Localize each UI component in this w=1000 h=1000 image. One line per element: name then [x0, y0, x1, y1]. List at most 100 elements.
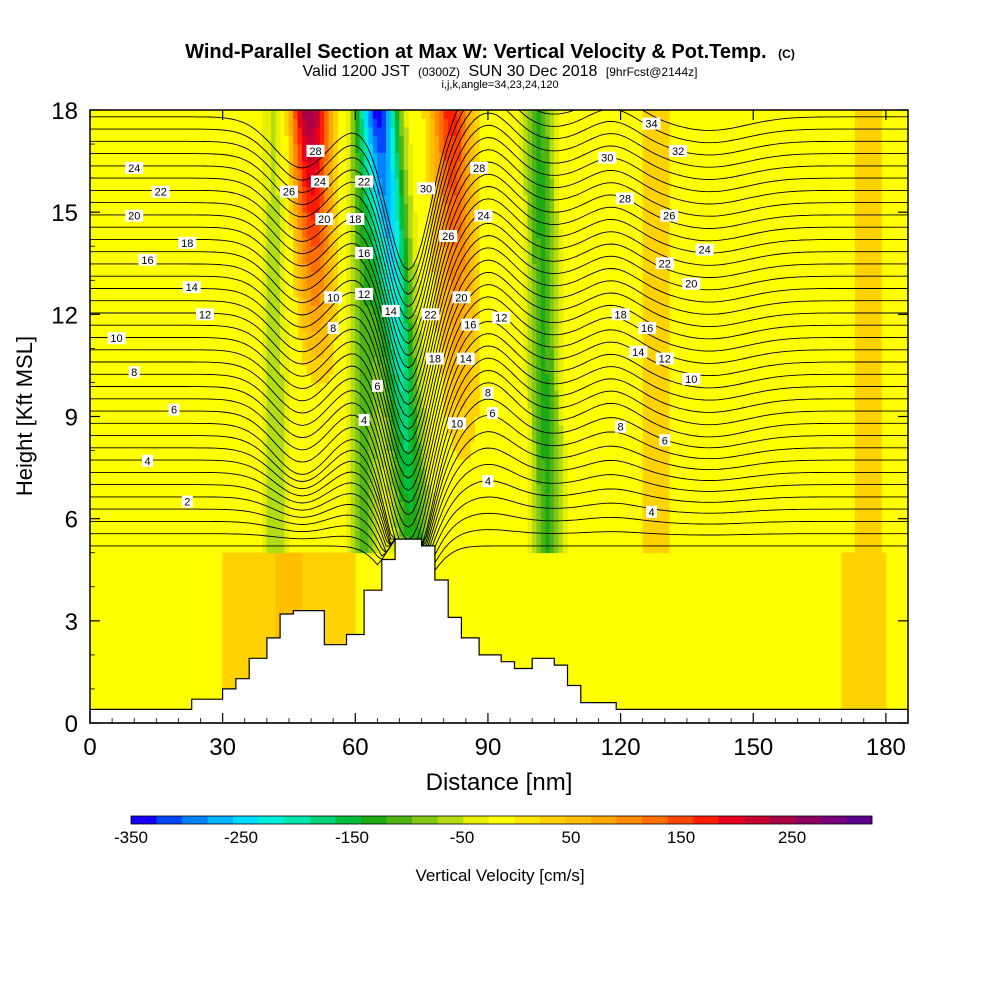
field-cell	[854, 356, 860, 366]
field-cell	[377, 143, 383, 153]
field-cell	[408, 228, 414, 239]
field-cell	[854, 228, 860, 239]
field-cell	[284, 518, 290, 528]
field-cell	[363, 544, 369, 554]
field-cell	[434, 203, 440, 213]
field-cell	[403, 407, 409, 417]
field-cell	[394, 373, 400, 383]
field-cell	[655, 314, 661, 324]
field-cell	[531, 246, 537, 256]
field-cell	[399, 484, 405, 494]
field-cell	[642, 280, 648, 290]
field-cell	[315, 280, 321, 290]
field-cell	[646, 143, 652, 153]
field-cell	[394, 484, 400, 494]
field-cell	[271, 390, 277, 400]
field-cell	[540, 544, 546, 554]
field-cell	[863, 433, 869, 443]
field-cell	[872, 578, 878, 588]
field-cell	[346, 271, 352, 281]
field-cell	[359, 518, 365, 528]
field-cell	[660, 484, 666, 494]
field-cell	[350, 586, 356, 596]
field-cell	[545, 492, 551, 503]
field-cell	[876, 458, 882, 468]
field-cell	[310, 348, 316, 358]
field-cell	[868, 407, 874, 417]
field-cell	[394, 390, 400, 400]
field-cell	[651, 194, 657, 205]
field-cell	[275, 561, 281, 571]
field-cell	[262, 424, 268, 434]
field-cell	[399, 254, 405, 264]
field-cell	[408, 501, 414, 511]
field-cell	[872, 160, 878, 170]
field-cell	[465, 450, 471, 460]
field-cell	[403, 314, 409, 324]
field-cell	[332, 194, 339, 205]
field-cell	[531, 331, 537, 341]
field-cell	[527, 509, 533, 520]
field-cell	[368, 143, 374, 153]
field-cell	[306, 254, 312, 264]
field-cell	[355, 450, 361, 460]
field-cell	[536, 211, 542, 222]
contour-label-text: 6	[662, 435, 668, 447]
field-cell	[403, 143, 409, 153]
field-cell	[297, 169, 303, 179]
colorbar-ticks: -350 -250 -150 -50 50 150 250	[114, 828, 806, 847]
field-cell	[310, 186, 316, 196]
field-cell	[859, 263, 865, 273]
field-cell	[363, 135, 369, 145]
chart-title-main: Wind-Parallel Section at Max W: Vertical…	[185, 41, 766, 63]
field-cell	[470, 211, 476, 222]
field-cell	[266, 280, 272, 290]
field-cell	[328, 348, 334, 358]
field-cell	[390, 177, 396, 188]
field-cell	[372, 271, 378, 281]
field-cell	[531, 118, 537, 128]
field-cell	[368, 356, 374, 366]
field-cell	[651, 254, 657, 264]
field-cell	[531, 467, 537, 477]
field-cell	[518, 160, 524, 170]
field-cell	[324, 194, 330, 205]
field-cell	[403, 220, 409, 230]
field-cell	[859, 501, 865, 511]
field-cell	[443, 280, 449, 290]
field-cell	[262, 263, 268, 273]
field-cell	[231, 603, 237, 613]
field-cell	[850, 603, 856, 613]
field-cell	[876, 578, 882, 588]
field-cell	[368, 441, 374, 451]
contour-label-bg	[615, 420, 627, 433]
field-cell	[549, 356, 555, 366]
field-cell	[868, 297, 874, 307]
field-cell	[377, 407, 383, 417]
field-cell	[262, 126, 268, 136]
field-cell	[346, 152, 352, 162]
field-cell	[461, 263, 467, 273]
field-cell	[302, 126, 308, 136]
field-cell	[868, 518, 874, 528]
field-cell	[390, 339, 396, 349]
field-cell	[368, 348, 374, 358]
field-cell	[439, 322, 445, 332]
colorbar-swatch	[769, 816, 796, 824]
field-cell	[859, 237, 865, 247]
field-cell	[244, 671, 250, 681]
field-cell	[443, 305, 449, 315]
field-cell	[562, 475, 568, 486]
field-cell	[872, 424, 878, 434]
field-cell	[863, 246, 869, 256]
field-cell	[417, 382, 423, 392]
field-cell	[876, 441, 882, 451]
field-cell	[332, 569, 339, 579]
field-cell	[310, 118, 316, 128]
field-cell	[390, 492, 396, 503]
field-cell	[332, 186, 339, 196]
field-cell	[310, 586, 316, 596]
contour-label: 14	[456, 352, 475, 366]
field-cell	[275, 169, 281, 179]
field-cell	[554, 399, 560, 409]
